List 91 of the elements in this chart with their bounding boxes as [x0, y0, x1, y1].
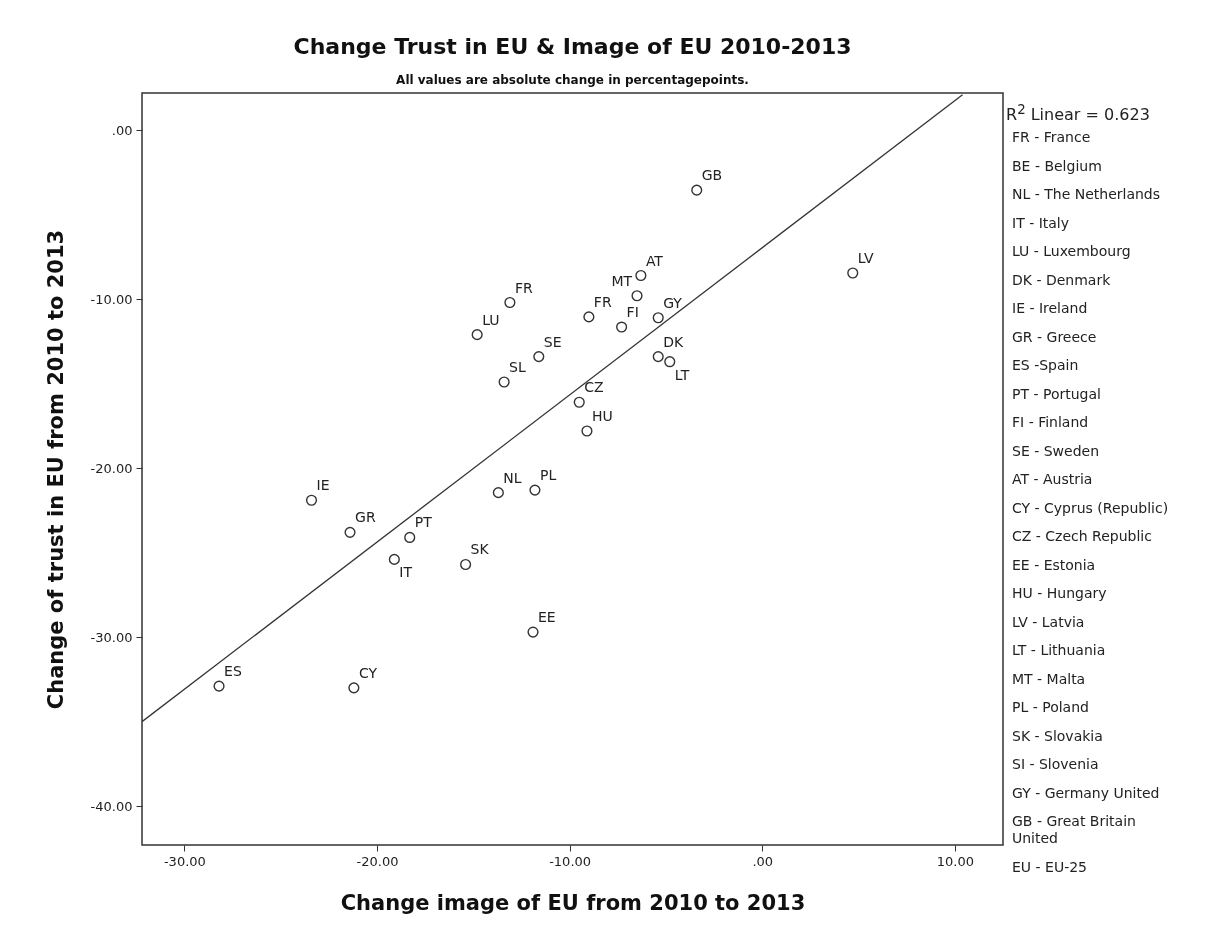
- text: SE - Sweden: [1011, 442, 1100, 460]
- point: [533, 351, 545, 363]
- annotation: HU: [591, 407, 613, 424]
- text: IT - Italy: [1011, 214, 1070, 232]
- point: [581, 425, 593, 437]
- annotation: IT: [399, 564, 413, 581]
- point: [583, 311, 595, 323]
- annotation: ES: [224, 663, 242, 680]
- text: GB - Great Britain United: [1011, 813, 1137, 848]
- point: [631, 290, 643, 302]
- point: [616, 321, 628, 333]
- x-axis-title: Change image of EU from 2010 to 2013: [340, 890, 806, 915]
- point: [471, 329, 483, 341]
- text: FI - Finland: [1011, 414, 1090, 432]
- annotation: FI: [626, 304, 639, 321]
- text: PT - Portugal: [1011, 385, 1102, 403]
- point: [635, 269, 647, 282]
- text: CZ - Czech Republic: [1011, 528, 1153, 546]
- point: [305, 494, 318, 506]
- text: HU - Hungary: [1011, 585, 1108, 603]
- text: ES -Spain: [1011, 357, 1080, 375]
- annotation: PT: [414, 514, 433, 531]
- annotation: GB: [701, 167, 723, 184]
- text: CY - Cyprus (Republic): [1011, 499, 1170, 517]
- x-tick-label: -20.00: [356, 853, 399, 869]
- annotation: NL: [503, 469, 522, 486]
- y-tick-label: .00: [111, 122, 133, 138]
- text: AT - Austria: [1011, 471, 1094, 489]
- text: NL - The Netherlands: [1011, 186, 1162, 204]
- annotation: SL: [509, 358, 527, 375]
- y-tick-label: -30.00: [90, 629, 133, 645]
- point: [404, 531, 416, 543]
- point: [498, 376, 510, 388]
- point: [691, 184, 703, 196]
- point: [460, 558, 472, 571]
- text: DK - Denmark: [1011, 271, 1112, 289]
- point: [527, 626, 539, 638]
- annotation: GR: [355, 509, 376, 526]
- text: SI - Slovenia: [1011, 756, 1100, 774]
- point: [348, 682, 360, 694]
- text: LV - Latvia: [1011, 613, 1086, 631]
- annotation: CY: [358, 664, 378, 681]
- point: [492, 487, 504, 499]
- y-tick-label: -40.00: [90, 798, 133, 814]
- text: EU - EU-25: [1011, 858, 1088, 876]
- point: [388, 553, 400, 565]
- annotation: LU: [482, 311, 500, 328]
- point: [573, 396, 585, 408]
- point: [664, 356, 676, 368]
- point: [529, 484, 541, 496]
- annotation: PL: [539, 467, 557, 484]
- x-tick-label: 10.00: [936, 853, 974, 869]
- text: FR - France: [1011, 129, 1092, 147]
- annotation: SK: [470, 541, 490, 558]
- point: [504, 296, 516, 309]
- text: LT - Lithuania: [1011, 642, 1107, 660]
- annotation: FR: [593, 293, 612, 310]
- annotation: LV: [857, 249, 875, 266]
- text: PL - Poland: [1011, 699, 1090, 717]
- annotation: SE: [543, 333, 562, 350]
- text: EE - Estonia: [1011, 556, 1097, 574]
- point: [213, 680, 225, 692]
- y-tick-label: -20.00: [90, 460, 133, 476]
- annotation: DK: [663, 333, 684, 350]
- annotation: IE: [316, 477, 330, 494]
- chart-subtitle: All values are absolute change in percentagepoints.: [396, 73, 749, 87]
- text: GY - Germany United: [1011, 784, 1161, 802]
- text: GR - Greece: [1011, 328, 1098, 346]
- annotation: LT: [674, 366, 690, 383]
- point: [847, 267, 859, 279]
- text: SK - Slovakia: [1011, 727, 1104, 745]
- x-tick-label: .00: [752, 853, 774, 869]
- annotation: AT: [645, 252, 664, 269]
- text: IE - Ireland: [1011, 300, 1089, 318]
- y-tick-label: -10.00: [90, 291, 133, 307]
- point: [652, 351, 664, 363]
- x-tick-label: -30.00: [163, 853, 206, 869]
- chart-title: Change Trust in EU & Image of EU 2010-2013: [293, 34, 852, 59]
- annotation: MT: [611, 272, 633, 289]
- text: LU - Luxembourg: [1011, 243, 1132, 261]
- text: R$^{2}$ Linear = 0.623: [1006, 101, 1151, 126]
- annotation: CZ: [584, 379, 604, 396]
- annotation: GY: [663, 294, 683, 311]
- point: [344, 526, 356, 538]
- text: MT - Malta: [1011, 670, 1087, 688]
- y-axis-title: Change of trust in EU from 2010 to 2013: [43, 229, 68, 710]
- x-tick-label: -10.00: [549, 853, 592, 869]
- annotation: EE: [538, 609, 556, 626]
- point: [652, 312, 664, 324]
- text: BE - Belgium: [1011, 157, 1103, 175]
- annotation: FR: [514, 279, 533, 296]
